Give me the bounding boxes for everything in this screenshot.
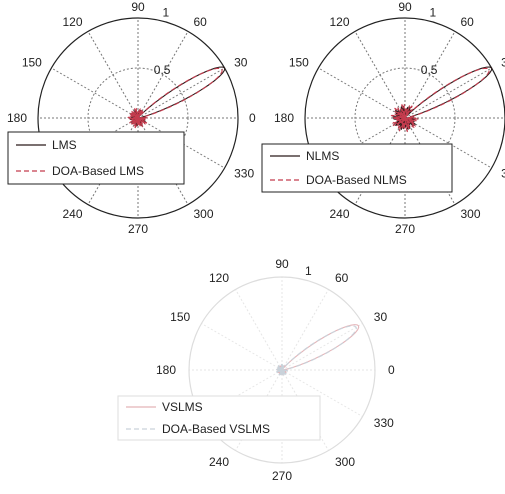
angular-grid-line	[281, 323, 363, 371]
angle-tick-label: 240	[209, 455, 229, 469]
legend-box	[117, 395, 321, 441]
angular-grid-line	[201, 323, 283, 371]
legend: LMS DOA-Based LMS	[7, 131, 185, 185]
angle-tick-label: 150	[22, 56, 42, 70]
polar-plot-2: 0.510306090120150180240270300330NLMSDOA-…	[261, 0, 505, 236]
angle-tick-label: 90	[131, 0, 145, 14]
angular-grid-line	[137, 67, 225, 119]
angle-tick-label: 330	[374, 416, 394, 430]
angle-tick-label: 180	[156, 363, 176, 377]
angular-grid-line	[318, 117, 406, 169]
angle-tick-label: 30	[501, 56, 505, 70]
legend-box	[261, 143, 453, 193]
angle-tick-label: 30	[374, 310, 388, 324]
legend-label: DOA-Based VSLMS	[162, 422, 270, 436]
angle-tick-label: 60	[461, 15, 475, 29]
legend-label: NLMS	[306, 149, 339, 163]
angular-grid-line	[318, 67, 406, 119]
polar-outer-ring	[37, 17, 239, 219]
angle-tick-label: 0	[388, 363, 395, 377]
angle-tick-label: 270	[128, 222, 148, 236]
polar-outer-ring	[304, 17, 505, 219]
radial-tick-label: 0.5	[421, 63, 438, 77]
legend-label: VSLMS	[162, 400, 203, 414]
angle-tick-label: 300	[335, 455, 355, 469]
legend-label: DOA-Based NLMS	[306, 173, 407, 187]
angular-grid-line	[235, 289, 283, 371]
angular-grid-line	[87, 31, 139, 119]
angle-tick-label: 270	[395, 222, 415, 236]
angle-tick-label: 30	[234, 56, 248, 70]
polar-outer-ring	[188, 276, 376, 464]
angle-tick-label: 330	[234, 167, 254, 181]
legend: NLMS DOA-Based NLMS	[261, 143, 453, 193]
angle-tick-label: 270	[272, 469, 292, 483]
angular-grid-line	[281, 369, 363, 417]
series-line-2	[127, 67, 223, 129]
radial-tick-label: 1	[162, 5, 169, 19]
angle-tick-label: 180	[7, 111, 27, 125]
angle-tick-label: 60	[194, 15, 208, 29]
angular-grid-line	[281, 289, 329, 371]
angle-tick-label: 150	[289, 56, 309, 70]
radial-tick-label: 1	[305, 264, 312, 278]
angular-grid-line	[404, 31, 456, 119]
angle-tick-label: 240	[329, 207, 349, 221]
angle-tick-label: 330	[501, 167, 505, 181]
angular-grid-line	[51, 67, 139, 119]
radial-tick-label: 1	[429, 5, 436, 19]
angle-tick-label: 120	[62, 15, 82, 29]
angle-tick-label: 120	[329, 15, 349, 29]
angle-tick-label: 180	[274, 111, 294, 125]
angle-tick-label: 90	[275, 257, 289, 271]
angle-tick-label: 300	[461, 207, 481, 221]
polar-plot-3: 1 0 30 60 90 120 150 180 240 270 300 330 VSLMS DOA-Ba…	[117, 257, 395, 483]
legend-label: DOA-Based LMS	[52, 164, 144, 178]
angular-grid-line	[404, 117, 492, 169]
angular-grid-line	[137, 31, 189, 119]
angular-grid-line	[404, 67, 492, 119]
angle-tick-label: 120	[209, 271, 229, 285]
angular-grid-line	[281, 369, 329, 451]
series-line-2	[275, 325, 357, 377]
legend-box	[7, 131, 185, 185]
polar-plot-1: 0.5 1 0 30 60 90 120 150 180 240 270 300 330 LMS DOA-B…	[7, 0, 256, 236]
angle-tick-label: 150	[170, 310, 190, 324]
radial-tick-label: 0.5	[154, 63, 171, 77]
legend-label: LMS	[52, 138, 77, 152]
series-line-2	[390, 67, 490, 133]
angle-tick-label: 300	[194, 207, 214, 221]
angle-tick-label: 0	[249, 111, 256, 125]
angular-grid-line	[354, 31, 406, 119]
legend: VSLMS DOA-Based VSLMS	[117, 395, 321, 441]
angle-tick-label: 90	[398, 0, 412, 14]
angle-tick-label: 240	[62, 207, 82, 221]
angle-tick-label: 60	[335, 271, 349, 285]
